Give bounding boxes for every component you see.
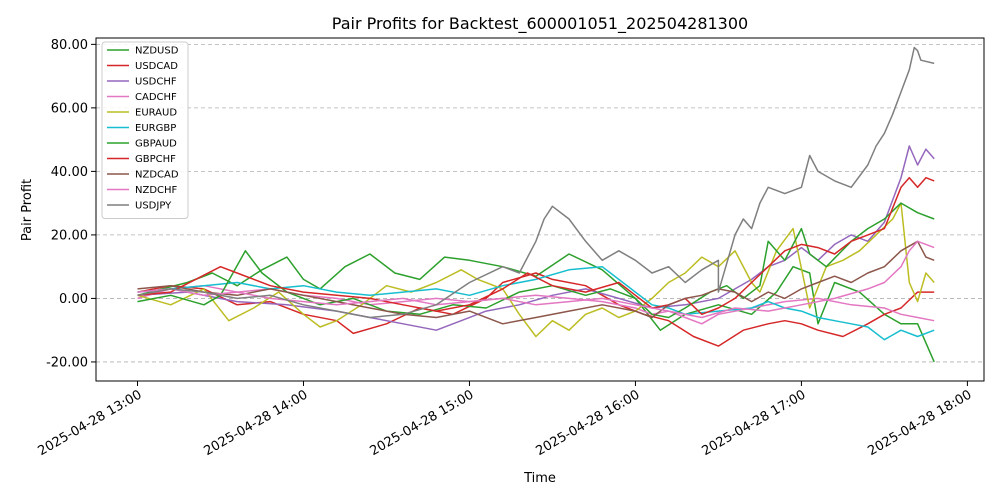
y-tick-label: 20.00 xyxy=(51,228,88,243)
y-tick-label: 80.00 xyxy=(51,38,88,53)
series-line-nzdusd xyxy=(137,253,935,363)
y-tick-label: -20.00 xyxy=(46,355,88,370)
y-axis-label: Pair Profit xyxy=(20,179,35,241)
legend: NZDUSD USDCAD USDCHF CADCHF EURAUD EURGBP GBPA… xyxy=(101,41,189,219)
legend-label: NZDCAD xyxy=(135,170,179,181)
legend-label: USDCAD xyxy=(135,61,178,72)
legend-label: GBPAUD xyxy=(135,139,177,150)
chart-title: Pair Profits for Backtest_600001051_2025… xyxy=(332,14,748,34)
x-axis-label: Time xyxy=(523,471,556,486)
series-line-gbpchf xyxy=(137,176,935,316)
plot-frame xyxy=(95,37,985,382)
legend-label: EURAUD xyxy=(135,108,177,119)
legend-label: NZDCHF xyxy=(135,185,178,196)
legend-label: EURGBP xyxy=(135,123,176,134)
y-tick-label: 40.00 xyxy=(51,165,88,180)
series-line-nzdchf xyxy=(137,240,935,319)
legend-label: USDCHF xyxy=(135,77,177,88)
y-axis: -20.00 0.00 20.00 40.00 60.00 80.00 xyxy=(46,38,96,370)
series-line-eurgbp xyxy=(137,265,935,341)
series-layer xyxy=(137,46,935,363)
legend-label: CADCHF xyxy=(135,92,177,103)
y-tick-label: 60.00 xyxy=(51,101,88,116)
legend-label: USDJPY xyxy=(135,201,172,212)
legend-label: NZDUSD xyxy=(135,46,179,57)
series-line-usdcad xyxy=(137,272,935,347)
series-line-usdjpy xyxy=(137,46,935,319)
series-line-nzdcad xyxy=(137,240,935,325)
series-line-euraud xyxy=(137,202,935,338)
y-tick-label: 0.00 xyxy=(59,292,88,307)
legend-label: GBPCHF xyxy=(135,154,176,165)
